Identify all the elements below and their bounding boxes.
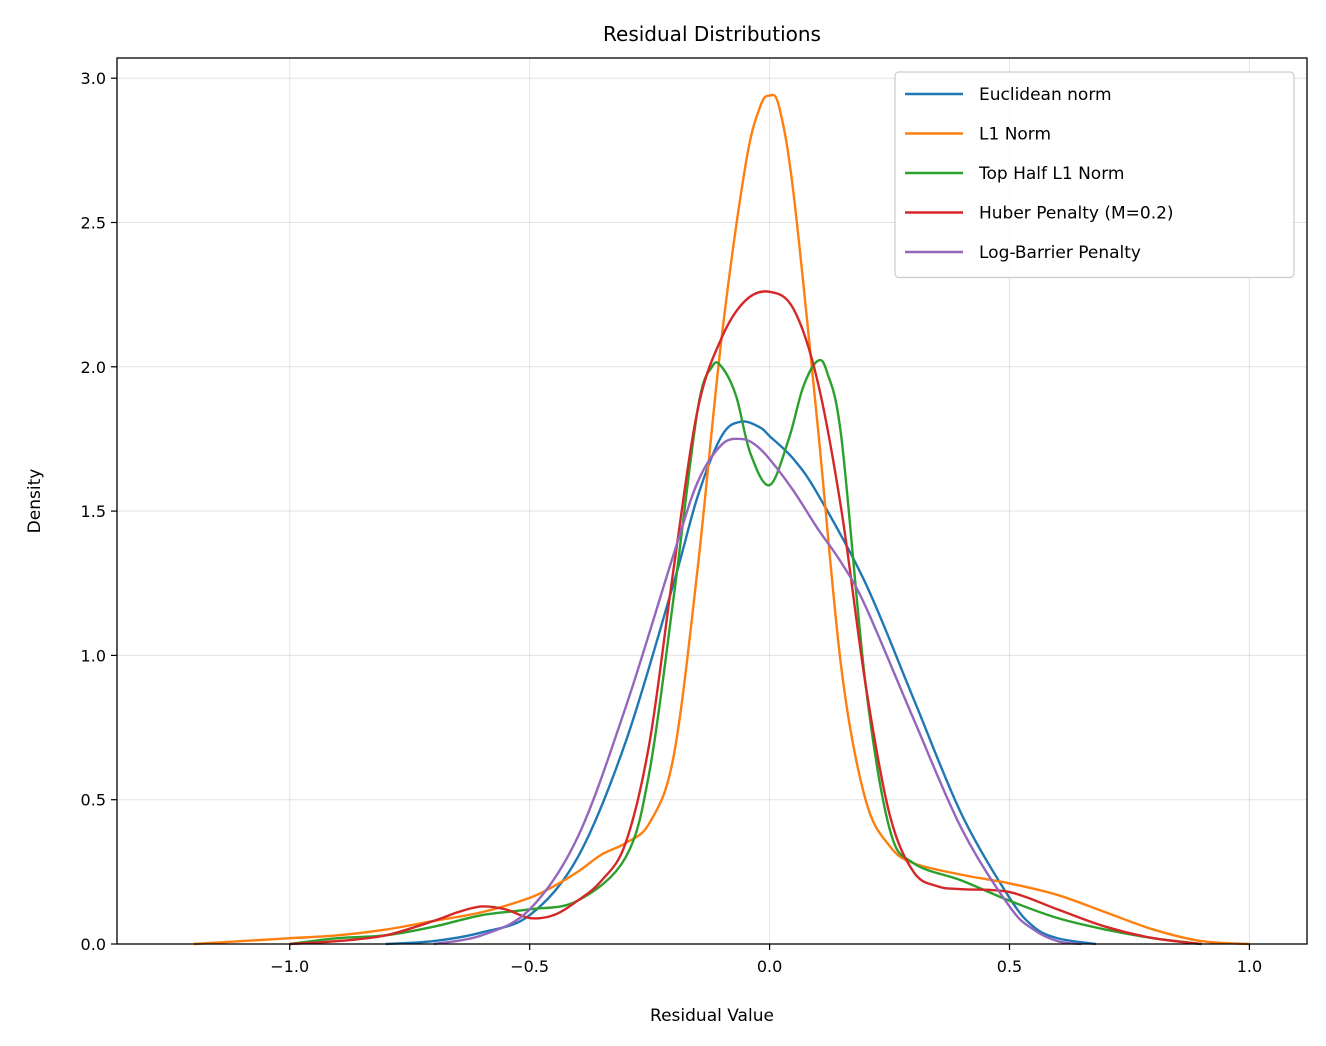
legend-label-1: L1 Norm xyxy=(979,125,1051,145)
x-tick-label-4: 1.0 xyxy=(1237,957,1262,976)
legend-label-3: Huber Penalty (M=0.2) xyxy=(979,204,1174,224)
y-tick-label-3: 1.5 xyxy=(81,502,106,521)
y-tick-label-4: 2.0 xyxy=(81,358,106,377)
legend-label-4: Log-Barrier Penalty xyxy=(979,243,1141,263)
series-lines xyxy=(193,93,1250,946)
x-tick-label-0: −1.0 xyxy=(270,957,309,976)
plot-frame xyxy=(116,57,1308,945)
y-tick-label-6: 3.0 xyxy=(81,69,106,88)
x-axis-ticks: −1.0 −0.5 0.0 0.5 1.0 xyxy=(270,944,1262,976)
chart-title: Residual Distributions xyxy=(603,22,821,46)
y-tick-label-0: 0.0 xyxy=(81,935,106,954)
legend-label-0: Euclidean norm xyxy=(979,85,1112,105)
legend: Euclidean norm L1 Norm Top Half L1 Norm Hub… xyxy=(894,71,1295,279)
x-tick-label-2: 0.0 xyxy=(757,957,782,976)
y-tick-label-2: 1.0 xyxy=(81,646,106,665)
y-tick-label-1: 0.5 xyxy=(81,791,106,810)
x-tick-label-1: −0.5 xyxy=(510,957,549,976)
legend-box xyxy=(894,71,1295,279)
y-axis-ticks: 0.0 0.5 1.0 1.5 2.0 2.5 3.0 xyxy=(81,69,117,954)
y-tick-label-5: 2.5 xyxy=(81,214,106,233)
series-line-2 xyxy=(289,358,1202,946)
series-line-1 xyxy=(193,93,1250,946)
x-axis-label: Residual Value xyxy=(650,1006,774,1026)
y-axis-label: Density xyxy=(25,469,45,534)
x-tick-label-3: 0.5 xyxy=(997,957,1022,976)
series-line-0 xyxy=(385,420,1097,946)
series-line-3 xyxy=(289,290,1202,946)
legend-label-2: Top Half L1 Norm xyxy=(978,164,1124,184)
series-line-4 xyxy=(433,437,1082,946)
